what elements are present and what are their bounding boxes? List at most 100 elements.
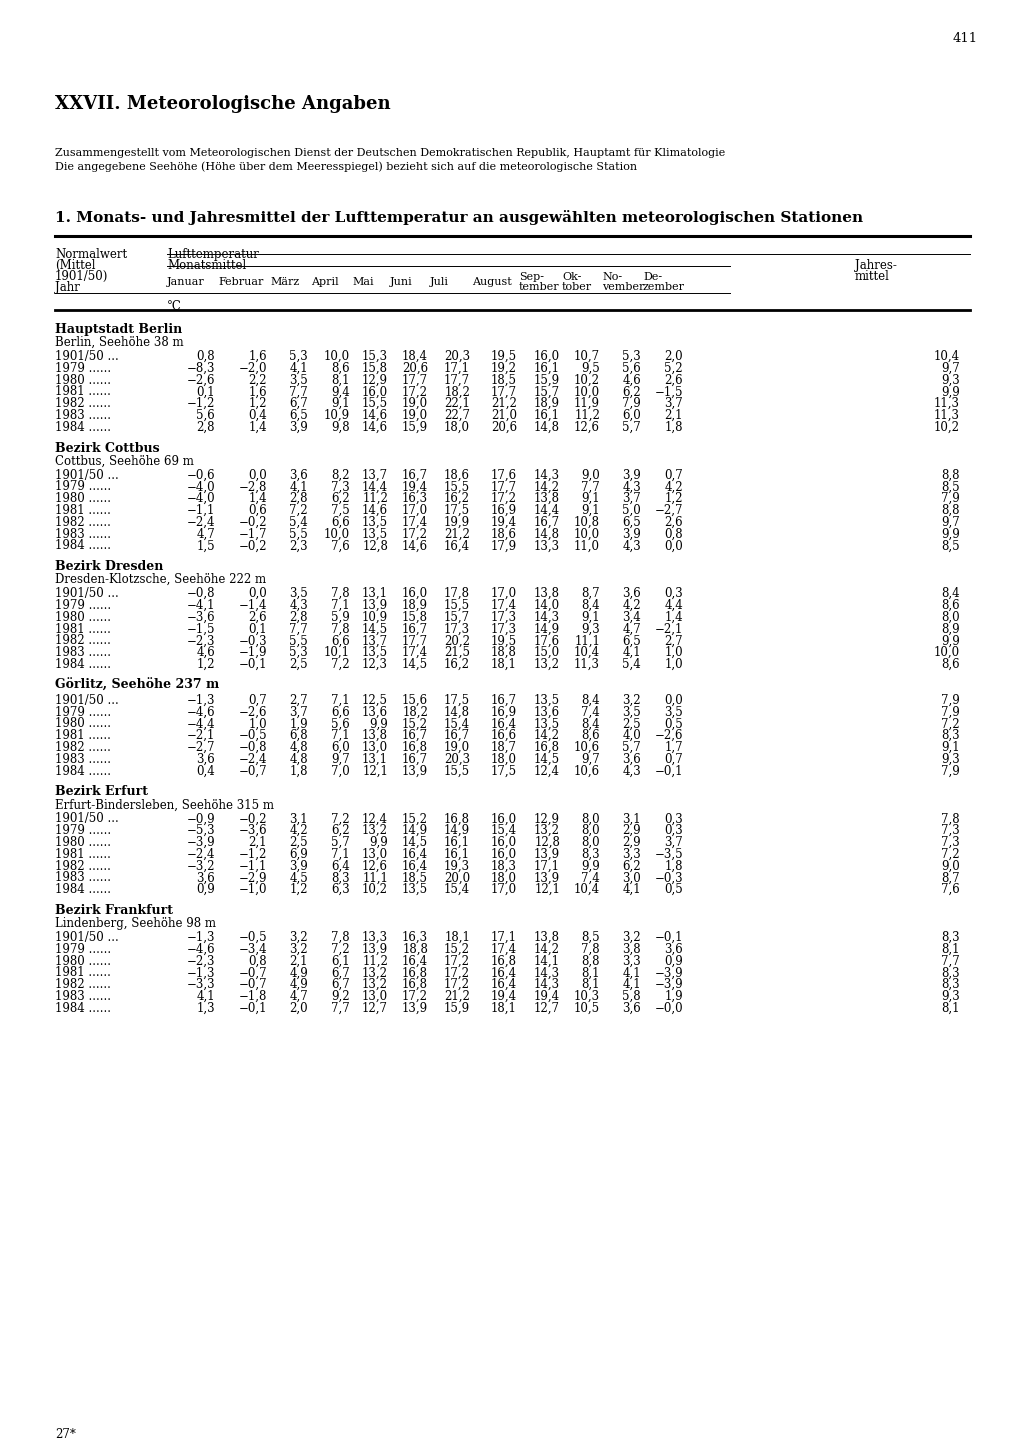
Text: 7,2: 7,2 <box>332 658 350 671</box>
Text: 1,2: 1,2 <box>197 658 215 671</box>
Text: 7,8: 7,8 <box>941 813 961 826</box>
Text: 9,1: 9,1 <box>582 610 600 623</box>
Text: 10,0: 10,0 <box>573 386 600 399</box>
Text: 6,7: 6,7 <box>331 967 350 980</box>
Text: 13,8: 13,8 <box>362 730 388 743</box>
Text: −2,1: −2,1 <box>654 623 683 636</box>
Text: 1981 ......: 1981 ...... <box>55 504 111 517</box>
Text: 5,7: 5,7 <box>331 836 350 849</box>
Text: 6,8: 6,8 <box>290 730 308 743</box>
Text: 1983 ......: 1983 ...... <box>55 990 111 1003</box>
Text: 7,7: 7,7 <box>582 481 600 494</box>
Text: −2,6: −2,6 <box>186 374 215 387</box>
Text: 2,5: 2,5 <box>623 718 641 731</box>
Text: 13,6: 13,6 <box>534 705 560 718</box>
Text: −0,7: −0,7 <box>239 979 267 991</box>
Text: 3,6: 3,6 <box>197 872 215 885</box>
Text: 8,3: 8,3 <box>941 730 961 743</box>
Text: 8,0: 8,0 <box>582 813 600 826</box>
Text: 9,9: 9,9 <box>941 386 961 399</box>
Text: 17,1: 17,1 <box>444 361 470 374</box>
Text: Berlin, Seehöhe 38 m: Berlin, Seehöhe 38 m <box>55 335 183 350</box>
Text: 27*: 27* <box>55 1427 76 1439</box>
Text: 9,3: 9,3 <box>582 623 600 636</box>
Text: 1979 ......: 1979 ...... <box>55 481 112 494</box>
Text: 0,9: 0,9 <box>197 884 215 896</box>
Text: −1,2: −1,2 <box>186 397 215 410</box>
Text: 13,9: 13,9 <box>401 764 428 777</box>
Text: 7,1: 7,1 <box>332 730 350 743</box>
Text: 1,9: 1,9 <box>290 718 308 731</box>
Text: 3,1: 3,1 <box>290 813 308 826</box>
Text: 16,7: 16,7 <box>401 753 428 766</box>
Text: 2,5: 2,5 <box>290 836 308 849</box>
Text: −4,0: −4,0 <box>186 492 215 505</box>
Text: Februar: Februar <box>218 276 263 286</box>
Text: 14,9: 14,9 <box>401 825 428 837</box>
Text: 1980 ......: 1980 ...... <box>55 836 111 849</box>
Text: 1,0: 1,0 <box>665 658 683 671</box>
Text: 13,2: 13,2 <box>534 825 560 837</box>
Text: Juli: Juli <box>430 276 449 286</box>
Text: 5,0: 5,0 <box>623 504 641 517</box>
Text: −4,6: −4,6 <box>186 705 215 718</box>
Text: 15,9: 15,9 <box>443 1002 470 1014</box>
Text: 0,5: 0,5 <box>665 884 683 896</box>
Text: 2,7: 2,7 <box>290 694 308 707</box>
Text: 4,9: 4,9 <box>289 967 308 980</box>
Text: 14,6: 14,6 <box>401 540 428 553</box>
Text: −0,1: −0,1 <box>239 658 267 671</box>
Text: 7,1: 7,1 <box>332 848 350 861</box>
Text: 16,2: 16,2 <box>444 658 470 671</box>
Text: 14,3: 14,3 <box>534 979 560 991</box>
Text: −2,4: −2,4 <box>186 848 215 861</box>
Text: 2,1: 2,1 <box>665 409 683 422</box>
Text: 9,8: 9,8 <box>332 420 350 433</box>
Text: 2,6: 2,6 <box>665 374 683 387</box>
Text: 20,2: 20,2 <box>444 635 470 648</box>
Text: Januar: Januar <box>167 276 205 286</box>
Text: 1,4: 1,4 <box>249 492 267 505</box>
Text: 17,3: 17,3 <box>443 623 470 636</box>
Text: 21,0: 21,0 <box>490 409 517 422</box>
Text: 20,3: 20,3 <box>443 753 470 766</box>
Text: 3,6: 3,6 <box>289 469 308 482</box>
Text: 5,9: 5,9 <box>331 610 350 623</box>
Text: −2,4: −2,4 <box>239 753 267 766</box>
Text: 21,2: 21,2 <box>444 528 470 541</box>
Text: 7,1: 7,1 <box>332 599 350 612</box>
Text: 18,2: 18,2 <box>402 705 428 718</box>
Text: 6,4: 6,4 <box>331 859 350 872</box>
Text: −2,4: −2,4 <box>186 515 215 528</box>
Text: 13,5: 13,5 <box>361 646 388 659</box>
Text: 8,7: 8,7 <box>941 872 961 885</box>
Text: 1979 ......: 1979 ...... <box>55 825 112 837</box>
Text: 12,6: 12,6 <box>362 859 388 872</box>
Text: 11,1: 11,1 <box>362 872 388 885</box>
Text: 5,4: 5,4 <box>623 658 641 671</box>
Text: 16,8: 16,8 <box>402 967 428 980</box>
Text: mittel: mittel <box>855 271 890 283</box>
Text: −4,0: −4,0 <box>186 481 215 494</box>
Text: 8,6: 8,6 <box>582 730 600 743</box>
Text: 1901/50 ...: 1901/50 ... <box>55 694 119 707</box>
Text: 12,8: 12,8 <box>362 540 388 553</box>
Text: 4,1: 4,1 <box>290 361 308 374</box>
Text: −5,3: −5,3 <box>186 825 215 837</box>
Text: No-: No- <box>602 272 623 282</box>
Text: 10,9: 10,9 <box>361 610 388 623</box>
Text: 3,3: 3,3 <box>623 954 641 967</box>
Text: 3,8: 3,8 <box>623 943 641 955</box>
Text: 3,7: 3,7 <box>289 705 308 718</box>
Text: zember: zember <box>643 282 685 292</box>
Text: 10,9: 10,9 <box>324 409 350 422</box>
Text: 9,5: 9,5 <box>582 361 600 374</box>
Text: 16,4: 16,4 <box>490 967 517 980</box>
Text: 13,0: 13,0 <box>361 848 388 861</box>
Text: 19,2: 19,2 <box>490 361 517 374</box>
Text: 15,5: 15,5 <box>443 764 470 777</box>
Text: 3,5: 3,5 <box>289 374 308 387</box>
Text: 1979 ......: 1979 ...... <box>55 599 112 612</box>
Text: 17,7: 17,7 <box>401 635 428 648</box>
Text: 4,7: 4,7 <box>289 990 308 1003</box>
